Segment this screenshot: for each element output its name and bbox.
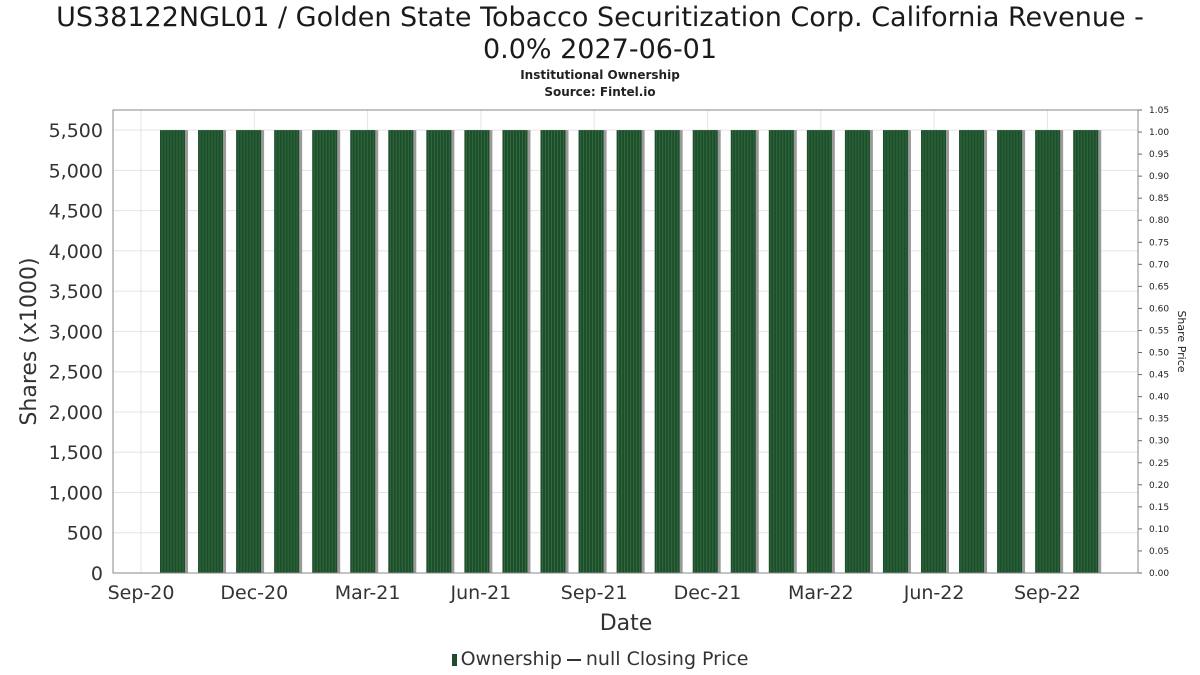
y2-tick-label: 0.75	[1149, 238, 1169, 248]
x-axis-label: Date	[600, 611, 653, 636]
x-tick-label: Sep-21	[561, 582, 628, 604]
ownership-bar	[1035, 130, 1061, 573]
ownership-bar	[388, 130, 414, 573]
ownership-bar	[312, 130, 338, 573]
ownership-bar	[160, 130, 185, 573]
x-tick-label: Mar-21	[335, 582, 401, 604]
ownership-bar	[882, 130, 908, 573]
ownership-bar	[350, 130, 376, 573]
y2-tick-label: 0.00	[1149, 569, 1169, 579]
y2-tick-label: 0.15	[1149, 503, 1169, 513]
ownership-bar	[730, 130, 756, 573]
y-tick-label: 2,000	[49, 402, 103, 424]
ownership-bar	[768, 130, 794, 573]
y2-tick-label: 0.55	[1149, 326, 1169, 336]
ownership-bar	[959, 130, 985, 573]
ownership-bar	[274, 130, 300, 573]
y-tick-label: 1,000	[49, 482, 103, 504]
y-tick-label: 0	[91, 563, 103, 585]
chart-title-line2: 0.0% 2027-06-01	[482, 34, 718, 65]
y-axis-label: Shares (x1000)	[17, 257, 42, 425]
y-tick-label: 3,500	[49, 281, 103, 303]
y2-tick-label: 0.50	[1149, 349, 1169, 359]
x-tick-label: Jun-21	[450, 582, 512, 604]
x-tick-label: Jun-22	[903, 582, 965, 604]
y2-tick-label: 0.20	[1149, 481, 1169, 491]
chart-source: Source: Fintel.io	[544, 85, 656, 99]
ownership-bar	[806, 130, 832, 573]
x-tick-label: Mar-22	[788, 582, 854, 604]
y-tick-label: 1,500	[49, 442, 103, 464]
ownership-bar	[616, 130, 642, 573]
y-tick-label: 2,500	[49, 362, 103, 384]
y-tick-label: 5,500	[49, 120, 103, 142]
y2-tick-label: 1.00	[1149, 128, 1169, 138]
y-tick-label: 3,000	[49, 321, 103, 343]
y2-tick-label: 0.10	[1149, 525, 1169, 535]
x-tick-label: Dec-21	[674, 582, 742, 604]
y2-tick-label: 0.40	[1149, 393, 1169, 403]
ownership-bar	[464, 130, 490, 573]
ownership-bar	[997, 130, 1023, 573]
y2-axis-label: Share Price	[1175, 310, 1188, 372]
chart-legend: Ownership null Closing Price	[0, 648, 1200, 670]
x-tick-label: Sep-22	[1014, 582, 1081, 604]
y-tick-label: 4,000	[49, 241, 103, 263]
y2-tick-label: 0.70	[1149, 260, 1169, 270]
y-tick-label: 4,500	[49, 201, 103, 223]
y2-tick-label: 0.30	[1149, 437, 1169, 447]
price-legend-line	[566, 658, 581, 661]
ownership-bar	[426, 130, 452, 573]
chart-title-line1: US38122NGL01 / Golden State Tobacco Secu…	[56, 2, 1144, 33]
y-tick-label: 5,000	[49, 160, 103, 182]
y2-tick-label: 0.45	[1149, 371, 1169, 381]
y2-tick-label: 0.90	[1149, 172, 1169, 182]
ownership-bar	[921, 130, 946, 573]
x-tick-label: Dec-20	[220, 582, 288, 604]
y-tick-label: 500	[67, 523, 103, 545]
y2-tick-label: 0.60	[1149, 304, 1169, 314]
y2-tick-label: 1.05	[1149, 106, 1169, 116]
ownership-bar	[692, 130, 718, 573]
y2-tick-label: 0.25	[1149, 459, 1169, 469]
ownership-bar	[198, 130, 224, 573]
ownership-bar	[578, 130, 604, 573]
y2-tick-label: 0.35	[1149, 415, 1169, 425]
y2-tick-label: 0.85	[1149, 194, 1169, 204]
y2-tick-label: 0.80	[1149, 216, 1169, 226]
ownership-bar	[502, 130, 528, 573]
ownership-bar	[844, 130, 870, 573]
legend-ownership-label: Ownership	[460, 648, 562, 670]
ownership-bar	[236, 130, 262, 573]
plot-frame	[112, 109, 1139, 574]
chart-subtitle: Institutional Ownership	[520, 68, 680, 82]
x-tick-label: Sep-20	[108, 582, 175, 604]
y2-tick-label: 0.95	[1149, 150, 1169, 160]
ownership-bar	[540, 130, 566, 573]
ownership-bar	[654, 130, 680, 573]
y2-tick-label: 0.05	[1149, 547, 1169, 557]
y2-tick-label: 0.65	[1149, 282, 1169, 292]
ownership-bar	[1073, 130, 1099, 573]
legend-price-label: null Closing Price	[585, 648, 749, 670]
ownership-legend-swatch	[451, 653, 457, 666]
chart-title: US38122NGL01 / Golden State Tobacco Secu…	[0, 2, 1200, 66]
